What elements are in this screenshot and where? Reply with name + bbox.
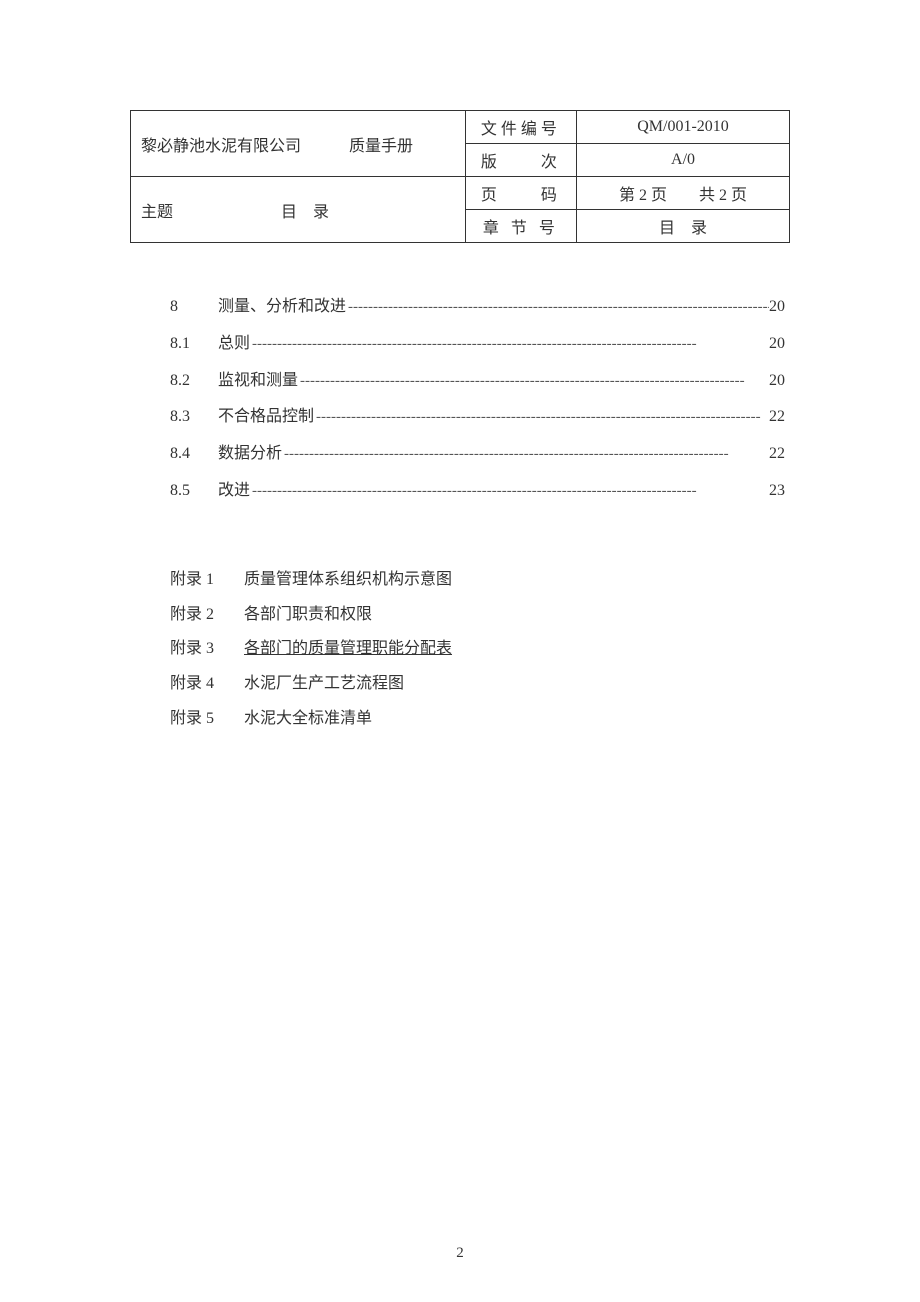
toc-title: 测量、分析和改进 — [218, 293, 346, 322]
page-label: 页 码 — [465, 177, 577, 210]
subject-label: 主题 — [141, 204, 173, 221]
toc-page: 20 — [769, 293, 785, 322]
toc-leader: ----------------------------------------… — [346, 294, 769, 321]
toc-leader: ----------------------------------------… — [282, 441, 769, 468]
appendix-title: 各部门的质量管理职能分配表 — [244, 640, 452, 657]
toc-leader: ----------------------------------------… — [250, 331, 769, 358]
appendix-row: 附录 2 各部门职责和权限 — [170, 601, 790, 630]
toc-title: 改进 — [218, 477, 250, 506]
appendix-number: 附录 4 — [170, 670, 240, 699]
page-footer-number: 2 — [0, 1245, 920, 1262]
appendix-number: 附录 3 — [170, 635, 240, 664]
toc-page: 20 — [769, 330, 785, 359]
appendix-title: 水泥厂生产工艺流程图 — [244, 675, 404, 692]
doc-no-value: QM/001-2010 — [577, 111, 790, 144]
toc-title: 监视和测量 — [218, 367, 298, 396]
toc-page: 22 — [769, 403, 785, 432]
toc-row: 8.2 监视和测量 ------------------------------… — [170, 367, 785, 396]
section-label: 章 节 号 — [465, 210, 577, 243]
doc-no-label: 文件编号 — [465, 111, 577, 144]
document-header-table: 黎必静池水泥有限公司 质量手册 文件编号 QM/001-2010 版 次 A/0… — [130, 110, 790, 243]
appendix-list: 附录 1 质量管理体系组织机构示意图 附录 2 各部门职责和权限 附录 3 各部… — [170, 566, 790, 734]
page-value: 第 2 页 共 2 页 — [577, 177, 790, 210]
version-value: A/0 — [577, 144, 790, 177]
toc-row: 8.5 改进 ---------------------------------… — [170, 477, 785, 506]
section-value: 目 录 — [577, 210, 790, 243]
toc-page: 20 — [769, 367, 785, 396]
appendix-row: 附录 4 水泥厂生产工艺流程图 — [170, 670, 790, 699]
toc-number: 8.2 — [170, 367, 218, 396]
toc-row: 8 测量、分析和改进 -----------------------------… — [170, 293, 785, 322]
toc-list: 8 测量、分析和改进 -----------------------------… — [170, 293, 785, 506]
appendix-title: 质量管理体系组织机构示意图 — [244, 571, 452, 588]
company-manual-cell: 黎必静池水泥有限公司 质量手册 — [131, 111, 466, 177]
toc-page: 23 — [769, 477, 785, 506]
appendix-row: 附录 3 各部门的质量管理职能分配表 — [170, 635, 790, 664]
manual-title: 质量手册 — [349, 138, 413, 155]
appendix-title: 水泥大全标准清单 — [244, 710, 372, 727]
toc-number: 8.5 — [170, 477, 218, 506]
toc-row: 8.4 数据分析 -------------------------------… — [170, 440, 785, 469]
subject-cell: 主题 目 录 — [131, 177, 466, 243]
version-label: 版 次 — [465, 144, 577, 177]
toc-row: 8.1 总则 ---------------------------------… — [170, 330, 785, 359]
appendix-number: 附录 2 — [170, 601, 240, 630]
toc-row: 8.3 不合格品控制 -----------------------------… — [170, 403, 785, 432]
toc-title: 不合格品控制 — [218, 403, 314, 432]
company-name: 黎必静池水泥有限公司 — [141, 138, 301, 155]
toc-leader: ----------------------------------------… — [298, 368, 769, 395]
toc-page: 22 — [769, 440, 785, 469]
appendix-number: 附录 1 — [170, 566, 240, 595]
toc-number: 8.1 — [170, 330, 218, 359]
subject-value: 目 录 — [281, 204, 329, 221]
appendix-number: 附录 5 — [170, 705, 240, 734]
toc-title: 总则 — [218, 330, 250, 359]
toc-leader: ----------------------------------------… — [314, 404, 769, 431]
toc-title: 数据分析 — [218, 440, 282, 469]
toc-leader: ----------------------------------------… — [250, 478, 769, 505]
toc-number: 8.4 — [170, 440, 218, 469]
toc-number: 8 — [170, 293, 218, 322]
appendix-row: 附录 1 质量管理体系组织机构示意图 — [170, 566, 790, 595]
appendix-title: 各部门职责和权限 — [244, 606, 372, 623]
appendix-row: 附录 5 水泥大全标准清单 — [170, 705, 790, 734]
toc-number: 8.3 — [170, 403, 218, 432]
